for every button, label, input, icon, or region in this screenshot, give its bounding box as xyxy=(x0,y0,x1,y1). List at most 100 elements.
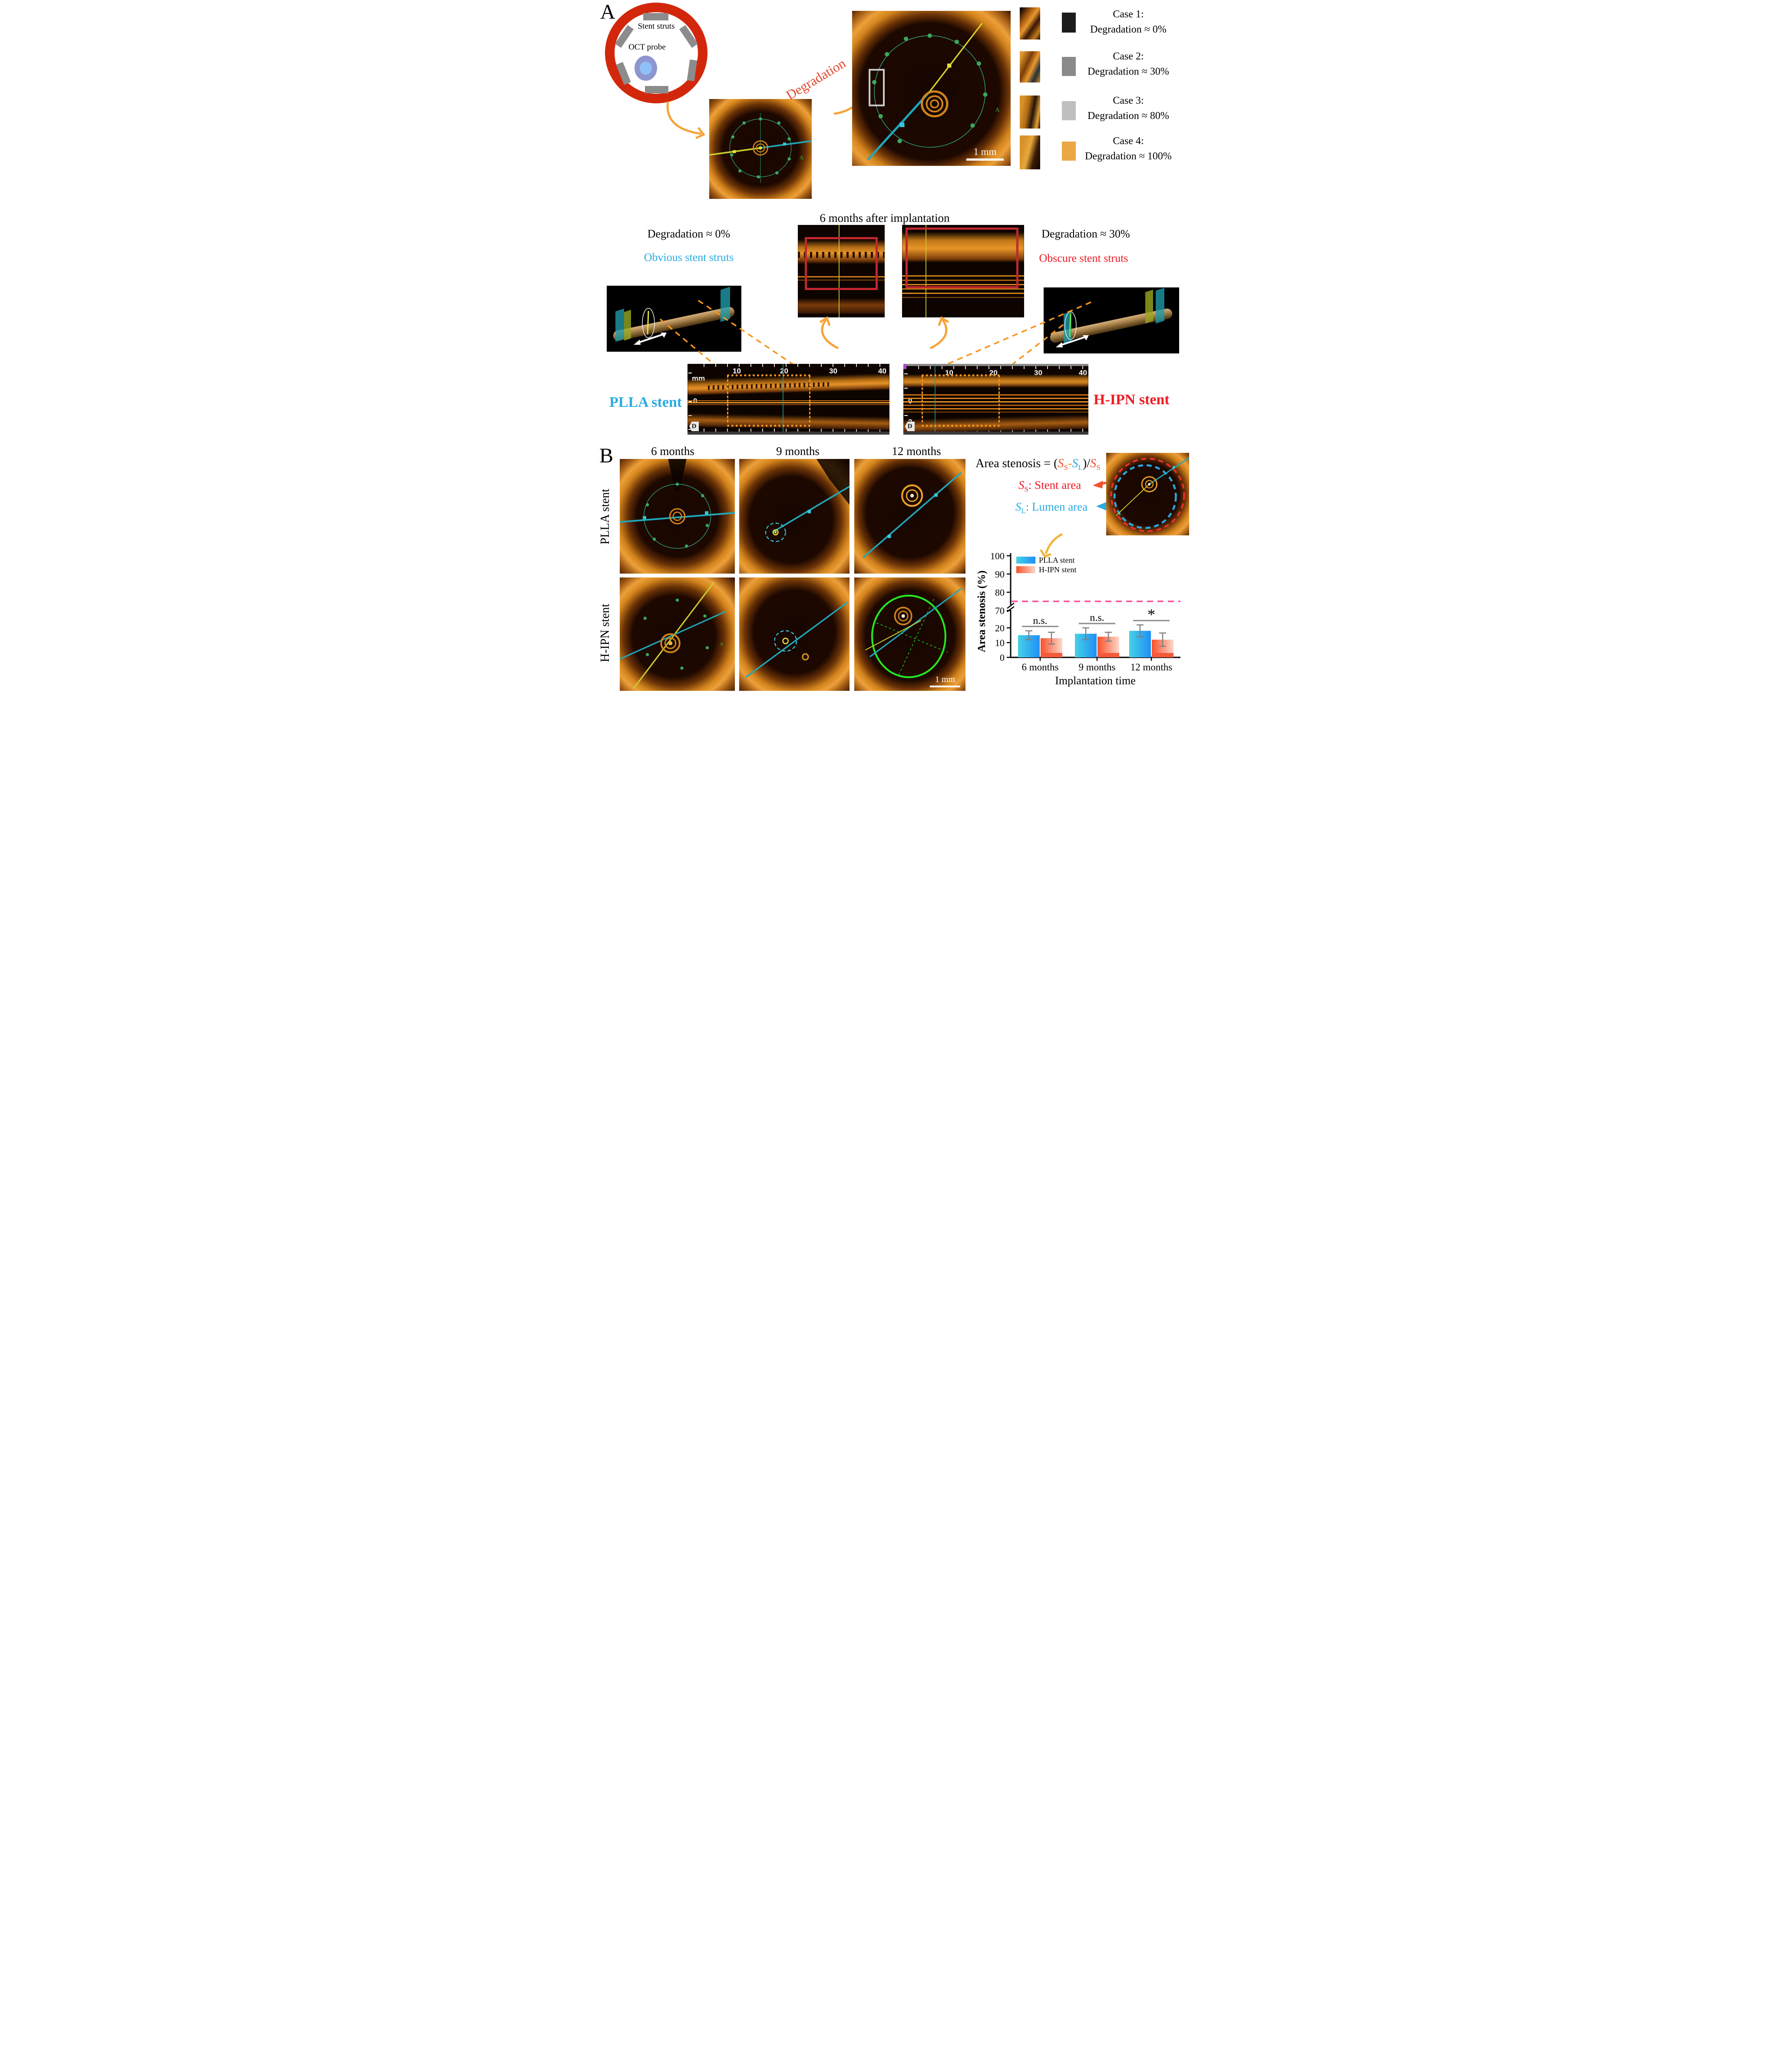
case-subtitle: Degradation ≈ 100% xyxy=(1085,150,1172,162)
oct-hipn-6m: A xyxy=(620,577,735,691)
scale-bar: 1 mm xyxy=(930,675,960,687)
area-stenosis-formula: Area stenosis = (SS-SL)/SS xyxy=(969,457,1107,472)
legend-swatch xyxy=(1016,566,1035,573)
stent-area-text: : Stent area xyxy=(1028,478,1081,492)
obvious-struts-note: Obvious stent struts xyxy=(644,251,734,264)
strut-highlight-box xyxy=(906,228,1018,288)
y-tick-label: 70 xyxy=(995,605,1005,616)
left-degradation-note: Degradation ≈ 0% xyxy=(647,228,731,240)
case-subtitle: Degradation ≈ 0% xyxy=(1090,23,1167,35)
oct-annotations xyxy=(867,23,988,161)
case-thumbnail xyxy=(1020,7,1040,40)
plla-stent-label: PLLA stent xyxy=(609,394,682,410)
ruler-tick: 30 xyxy=(829,367,837,375)
scale-bar-label: 1 mm xyxy=(935,675,955,684)
formula-ss2: S xyxy=(1090,457,1097,470)
case-swatch xyxy=(1062,57,1076,76)
direction-marker: D xyxy=(905,422,915,431)
formula-lead: Area stenosis = ( xyxy=(975,457,1058,470)
right-degradation-note: Degradation ≈ 30% xyxy=(1041,228,1130,240)
case-item: Case 4: Degradation ≈ 100% xyxy=(1073,134,1184,164)
oct-probe-core xyxy=(640,62,652,75)
sl-symbol-sub: L xyxy=(1021,506,1026,515)
curved-arrow-icon xyxy=(1039,533,1063,558)
hipn-3d-render xyxy=(1044,287,1179,353)
case-title: Case 1: xyxy=(1113,9,1144,20)
panel-b-label: B xyxy=(599,444,614,467)
oct-plla-6m xyxy=(620,459,735,574)
x-axis-label: Implantation time xyxy=(1055,674,1136,687)
case-title: Case 4: xyxy=(1113,135,1144,147)
row-label-plla: PLLA stent xyxy=(598,488,612,545)
plla-3d-render xyxy=(607,286,741,352)
orientation-marker: A xyxy=(799,154,804,161)
formula-sl: S xyxy=(1072,457,1078,470)
oct-probe-label: OCT probe xyxy=(628,43,666,52)
oct-annotations xyxy=(709,113,812,183)
y-tick-label: 100 xyxy=(990,551,1005,561)
case-thumbnail xyxy=(1020,135,1040,169)
x-category-label: 12 months xyxy=(1130,662,1173,673)
plla-longitudinal-image: 10 20 30 40 mm 0 2 D xyxy=(688,364,889,435)
hipn-closeup-image xyxy=(902,225,1024,317)
ss-symbol: S xyxy=(1018,478,1025,492)
strut-highlight-box xyxy=(805,237,878,290)
hipn-stent-label: H-IPN stent xyxy=(1094,392,1170,408)
lumen-area-definition: SL: Lumen area xyxy=(1015,500,1088,515)
scale-bar-label: 1 mm xyxy=(973,146,997,157)
x-category-label: 9 months xyxy=(1079,662,1116,673)
case-item: Case 2: Degradation ≈ 30% xyxy=(1073,49,1184,79)
connector-overlay xyxy=(659,300,1091,376)
area-stenosis-chart: 0 10 20 70 80 90 100 n.s. 6 months n.s. 9 months * 1… xyxy=(977,551,1180,687)
ruler-tick: 40 xyxy=(878,367,886,375)
y-tick-label: 90 xyxy=(995,569,1005,580)
case-item: Case 3: Degradation ≈ 80% xyxy=(1073,93,1184,124)
orientation-marker: A xyxy=(995,107,1000,114)
curved-arrow-icon xyxy=(666,101,705,139)
ruler-tick: 20 xyxy=(780,367,788,375)
significance-label: * xyxy=(1147,606,1155,623)
y-tick-label: 20 xyxy=(995,623,1005,633)
oct-plla-12m xyxy=(854,459,965,574)
mid-title: 6 months after implantation xyxy=(820,211,950,224)
significance-label: n.s. xyxy=(1090,612,1104,624)
oct-plla-9m xyxy=(739,459,850,574)
oct-hipn-12m: 1 mm xyxy=(854,577,965,691)
case-swatch xyxy=(1062,13,1076,33)
formula-minus: - xyxy=(1068,457,1072,470)
formula-sl-sub: L xyxy=(1078,463,1083,472)
significance-label: n.s. xyxy=(1033,615,1047,627)
scale-bar-line xyxy=(966,158,1004,161)
case-swatch xyxy=(1062,142,1076,161)
figure-canvas: A Stent struts OCT probe xyxy=(595,0,1190,691)
panel-a-label: A xyxy=(600,0,615,23)
case-swatch xyxy=(1062,101,1076,120)
y-tick-label: 80 xyxy=(995,587,1005,598)
stent-strut-icon xyxy=(643,13,668,20)
case-thumbnail xyxy=(1020,51,1040,82)
ruler-tick: 10 xyxy=(733,367,741,375)
case-title: Case 2: xyxy=(1113,51,1144,62)
case-thumbnail xyxy=(1020,96,1040,129)
ruler-left-tick: 0 xyxy=(908,397,912,406)
legend-label: H-IPN stent xyxy=(1039,565,1077,574)
formula-mid: )/ xyxy=(1083,457,1091,470)
scale-bar-line xyxy=(930,686,960,687)
case-subtitle: Degradation ≈ 30% xyxy=(1088,66,1169,77)
oct-degraded-image: A 1 mm xyxy=(852,11,1011,166)
legend-swatch xyxy=(1016,557,1035,564)
case-item: Case 1: Degradation ≈ 0% xyxy=(1073,7,1184,37)
ss-symbol-sub: S xyxy=(1024,485,1028,493)
case-subtitle: Degradation ≈ 80% xyxy=(1088,110,1169,122)
obscure-struts-note: Obscure stent struts xyxy=(1039,252,1128,264)
y-tick-label: 10 xyxy=(995,637,1005,648)
scale-bar: 1 mm xyxy=(966,147,1004,161)
stent-strut-icon xyxy=(645,86,668,93)
column-header: 12 months xyxy=(892,445,941,458)
formula-ss: S xyxy=(1058,457,1064,470)
lumen-area-text: : Lumen area xyxy=(1025,500,1088,513)
y-axis-label: Area stenosis (%) xyxy=(977,571,988,652)
case-title: Case 3: xyxy=(1113,95,1144,106)
stent-area-definition: SS: Stent area xyxy=(1018,478,1081,494)
x-category-label: 6 months xyxy=(1022,662,1059,673)
